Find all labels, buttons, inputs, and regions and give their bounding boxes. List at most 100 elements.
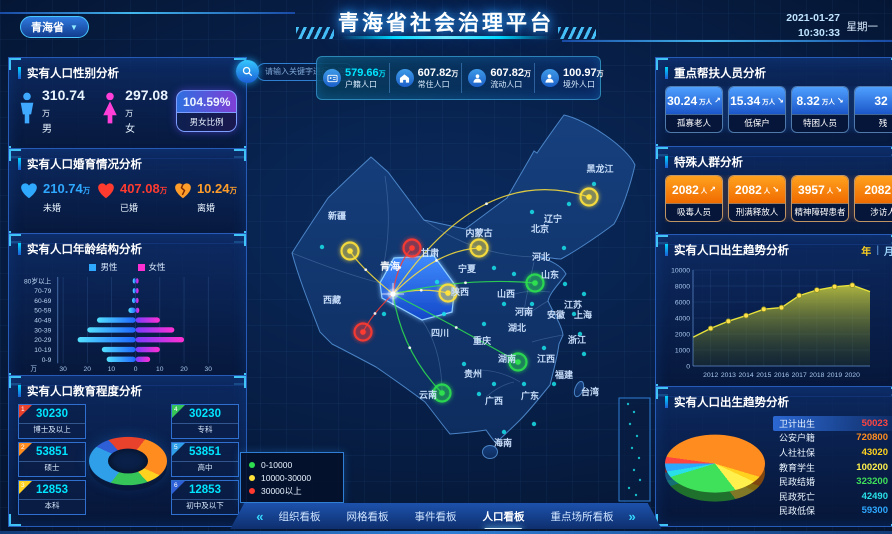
stat-text: 607.82万 常住人口 xyxy=(417,67,459,89)
map-marker[interactable] xyxy=(340,241,360,261)
province-label: 江西 xyxy=(537,353,555,364)
gender-ratio-badge: 104.59% 男女比例 xyxy=(176,90,237,132)
legend-row[interactable]: 卫计出生 50023 xyxy=(773,416,892,431)
legend-row[interactable]: 人社社保 43020 xyxy=(773,445,892,460)
education-donut-wrap xyxy=(87,404,169,518)
panel-title: 重点帮扶人员分析 xyxy=(665,65,892,81)
panel-title: 实有人口教育程度分析 xyxy=(18,383,237,399)
next-chevron-icon[interactable]: » xyxy=(628,508,636,524)
toggle-month[interactable]: 月 xyxy=(884,243,892,258)
house-icon xyxy=(395,69,414,87)
map-hub-marker[interactable] xyxy=(382,283,404,305)
special-cards: 2082人↗吸毒人员2082人↘刑满释放人3957人↘精神障碍患者2082人涉访… xyxy=(665,175,892,222)
education-right-column: 4 30230 专科 5 53851 高中 6 12853 初中及以下 xyxy=(171,404,239,518)
province-label: 海南 xyxy=(494,437,512,448)
population-stat: 607.82万 流动人口 xyxy=(462,63,535,93)
svg-text:30: 30 xyxy=(59,366,67,373)
province-label: 江苏 xyxy=(564,299,582,310)
weekday-text: 星期一 xyxy=(846,21,879,33)
map-marker[interactable] xyxy=(432,383,452,403)
svg-text:4000: 4000 xyxy=(675,315,690,322)
birth-sources-pie-chart xyxy=(665,422,767,518)
map-marker[interactable] xyxy=(353,322,373,342)
nav-tab-网格看板[interactable]: 网格看板 xyxy=(346,510,389,523)
title-marker xyxy=(665,67,668,79)
toggle-separator: | xyxy=(876,244,879,256)
legend-item: 女性 xyxy=(137,261,166,273)
svg-text:2016: 2016 xyxy=(774,372,789,379)
legend-label: 民政低保 xyxy=(779,506,816,517)
svg-text:40-49: 40-49 xyxy=(34,318,51,325)
nav-tab-重点场所看板[interactable]: 重点场所看板 xyxy=(550,510,614,523)
education-stat-box: 4 30230 专科 xyxy=(171,404,239,439)
panel-gender-analysis: 实有人口性别分析 310.74万 男 297.08万 女 104.59% 男女比… xyxy=(8,57,247,159)
nav-tabs: 组织看板 网格看板 事件看板 人口看板 重点场所看板 xyxy=(279,509,614,524)
map-marker[interactable] xyxy=(525,273,545,293)
map-marker[interactable] xyxy=(508,352,528,372)
title-marker xyxy=(18,385,21,397)
svg-text:2014: 2014 xyxy=(739,372,754,379)
toggle-year[interactable]: 年 xyxy=(861,246,872,258)
header-right-hatch xyxy=(558,27,596,39)
hainan-island xyxy=(482,445,498,459)
map-legend-row: 10000-30000 xyxy=(249,471,335,484)
province-label: 甘肃 xyxy=(421,247,439,258)
heart-blue-icon xyxy=(18,180,40,205)
trend-down-icon: ↘ xyxy=(777,96,784,105)
legend-value: 42490 xyxy=(861,490,888,502)
population-stat: 100.97万 境外人口 xyxy=(535,63,607,93)
province-label: 贵州 xyxy=(464,368,482,379)
stat-text: 579.66万 户籍人口 xyxy=(345,67,386,89)
svg-text:10: 10 xyxy=(108,366,116,373)
heart-red-icon xyxy=(95,180,117,205)
province-label: 湖北 xyxy=(508,322,526,333)
marriage-item-text: 407.08万 已婚 xyxy=(119,181,168,213)
header-right-line xyxy=(562,40,892,42)
search-icon[interactable] xyxy=(236,60,259,83)
map-marker[interactable] xyxy=(438,283,458,303)
nav-tab-人口看板[interactable]: 人口看板 xyxy=(482,510,525,523)
nav-tab-事件看板[interactable]: 事件看板 xyxy=(414,510,457,523)
assist-card: 15.34 万人 ↘ 低保户 xyxy=(728,86,786,133)
svg-text:10: 10 xyxy=(156,366,164,373)
map-marker[interactable] xyxy=(402,238,422,258)
svg-text:8000: 8000 xyxy=(675,283,690,290)
legend-row[interactable]: 民政死亡 42490 xyxy=(773,489,892,504)
title-marker xyxy=(18,67,21,79)
legend-row[interactable]: 民政低保 59300 xyxy=(773,504,892,519)
region-selector-button[interactable]: 青海省 ▼ xyxy=(20,16,89,38)
province-label: 黑龙江 xyxy=(586,163,613,174)
education-stat-box: 1 30230 博士及以上 xyxy=(18,404,86,439)
svg-text:80岁以上: 80岁以上 xyxy=(24,276,52,285)
svg-text:0: 0 xyxy=(686,363,690,370)
page-title: 青海省社会治理平台 xyxy=(338,12,554,35)
education-stat-box: 2 53851 硕士 xyxy=(18,442,86,477)
population-stat: 579.66万 户籍人口 xyxy=(317,63,390,93)
legend-row[interactable]: 公安户籍 720800 xyxy=(773,431,892,446)
male-stat: 310.74万 男 xyxy=(42,87,85,135)
male-icon xyxy=(18,91,36,132)
province-label: 山西 xyxy=(497,288,515,299)
nav-tab-组织看板[interactable]: 组织看板 xyxy=(278,510,321,523)
svg-text:万: 万 xyxy=(30,365,37,373)
panel-education-analysis: 实有人口教育程度分析 1 30230 博士及以上 2 53851 硕士 3 12853 本科 4… xyxy=(8,375,247,527)
map-marker[interactable] xyxy=(579,187,599,207)
province-label: 新疆 xyxy=(328,210,346,221)
province-label: 广西 xyxy=(485,395,503,406)
province-label: 湖南 xyxy=(498,353,516,364)
legend-label: 民政死亡 xyxy=(779,491,816,502)
marriage-item: 407.08万 已婚 xyxy=(95,180,167,214)
legend-row[interactable]: 民政结婚 323200 xyxy=(773,474,892,489)
province-label: 山东 xyxy=(541,269,559,280)
panel-marriage-analysis: 实有人口婚育情况分析 210.74万 未婚 407.08万 已婚 10.24万 离婚 xyxy=(8,148,247,244)
svg-text:60-69: 60-69 xyxy=(34,298,51,305)
special-group-card: 2082人涉访人 xyxy=(854,175,892,222)
map-marker[interactable] xyxy=(469,238,489,258)
population-stats-bar: 579.66万 户籍人口 607.82万 常住人口 607.82万 流动人口 100.97万… xyxy=(316,56,604,100)
legend-row[interactable]: 教育学生 100200 xyxy=(773,460,892,475)
title-marker xyxy=(665,244,668,256)
trend-up-icon: ↗ xyxy=(709,185,716,194)
prev-chevron-icon[interactable]: « xyxy=(256,508,264,524)
svg-text:20-29: 20-29 xyxy=(34,337,51,344)
